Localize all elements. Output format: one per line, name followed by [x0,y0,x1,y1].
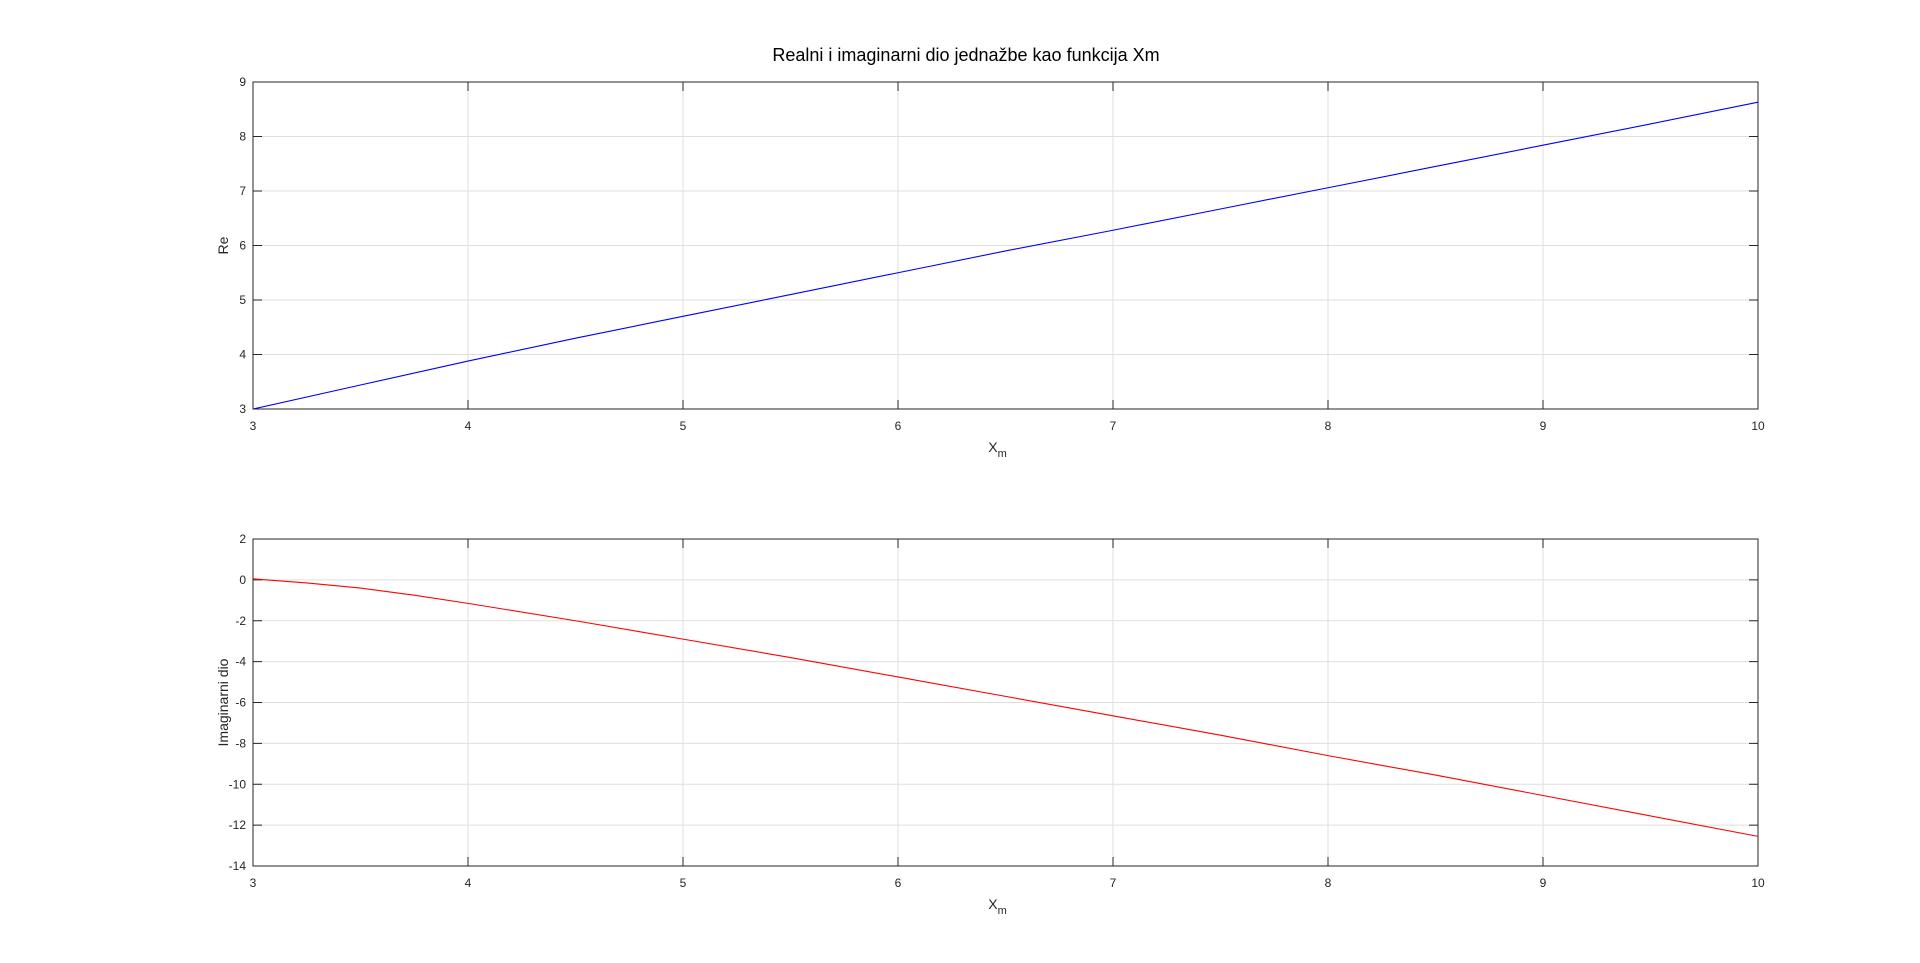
data-point [575,338,576,339]
y-tick-label: 4 [239,348,246,362]
x-tick-label: 10 [1751,419,1765,433]
x-tick-label: 9 [1540,419,1547,433]
y-tick-label: 6 [239,239,246,253]
y-tick-label: -4 [235,655,246,669]
y-axis-label: Imaginarni dio [215,658,231,746]
axes-real-part: 3 4 5 6 7 8 9 10 3 4 5 6 7 8 9 Xm Re [215,75,1765,460]
y-tick-label: -8 [235,736,246,750]
y-tick-label: 2 [239,532,246,546]
y-axis-label: Re [215,236,231,254]
data-point [1650,815,1651,816]
data-point [467,360,468,361]
y-tick-label: -10 [229,777,247,791]
data-point [1112,230,1113,231]
y-tick-label: 7 [239,184,246,198]
x-tick-label: 8 [1325,876,1332,890]
data-point [1435,774,1436,775]
x-tick-label: 5 [680,419,687,433]
data-point [897,676,898,677]
data-point [360,384,361,385]
data-point [467,603,468,604]
data-point [682,639,683,640]
data-point [790,294,791,295]
x-tick-label: 4 [465,876,472,890]
y-tick-label: -6 [235,696,246,710]
x-axis-label-main: X [988,896,998,912]
data-point [1542,145,1543,146]
y-tick-label: 9 [239,75,246,89]
data-point [1327,187,1328,188]
x-tick-label: 6 [895,876,902,890]
x-tick-label: 7 [1110,419,1117,433]
x-tick-label: 5 [680,876,687,890]
data-point [682,316,683,317]
x-axis-label-subscript: m [998,448,1007,460]
data-point [1650,123,1651,124]
y-tick-label: 5 [239,293,246,307]
y-tick-label: -12 [229,818,247,832]
y-tick-label: -14 [229,859,247,873]
data-point [1220,208,1221,209]
series-line-0 [252,578,1759,837]
data-point [360,587,361,588]
x-tick-label: 3 [250,419,257,433]
data-point [1327,755,1328,756]
x-tick-label: 10 [1751,876,1765,890]
x-tick-label: 4 [465,419,472,433]
x-tick-label: 3 [250,876,257,890]
figure-title: Realni i imaginarni dio jednažbe kao fun… [772,45,1159,65]
data-point [1005,696,1006,697]
data-point [897,272,898,273]
x-axis-label-main: X [988,439,998,455]
data-point [306,582,307,583]
axes-imaginary-part: 3 4 5 6 7 8 9 10 -14 -12 -10 -8 -6 -4 -2 0 2 Xm Imaginarni… [215,532,1765,917]
data-point [1542,795,1543,796]
x-axis-label: Xm [988,439,1007,460]
y-tick-label: -2 [235,614,246,628]
data-point [1435,166,1436,167]
data-point [1112,715,1113,716]
data-point [1757,836,1758,837]
data-point [575,620,576,621]
data-point [414,595,415,596]
data-point [1757,102,1758,103]
data-point [1220,735,1221,736]
x-tick-label: 7 [1110,876,1117,890]
y-tick-label: 3 [239,402,246,416]
y-tick-label: 8 [239,130,246,144]
x-tick-label: 9 [1540,876,1547,890]
data-point [252,408,253,409]
x-tick-label: 8 [1325,419,1332,433]
x-axis-label: Xm [988,896,1007,917]
data-point [1005,250,1006,251]
data-point [790,657,791,658]
series-line-0 [252,101,1759,410]
x-tick-label: 6 [895,419,902,433]
data-point [252,578,253,579]
y-tick-label: 0 [239,573,246,587]
x-axis-label-subscript: m [998,905,1007,917]
